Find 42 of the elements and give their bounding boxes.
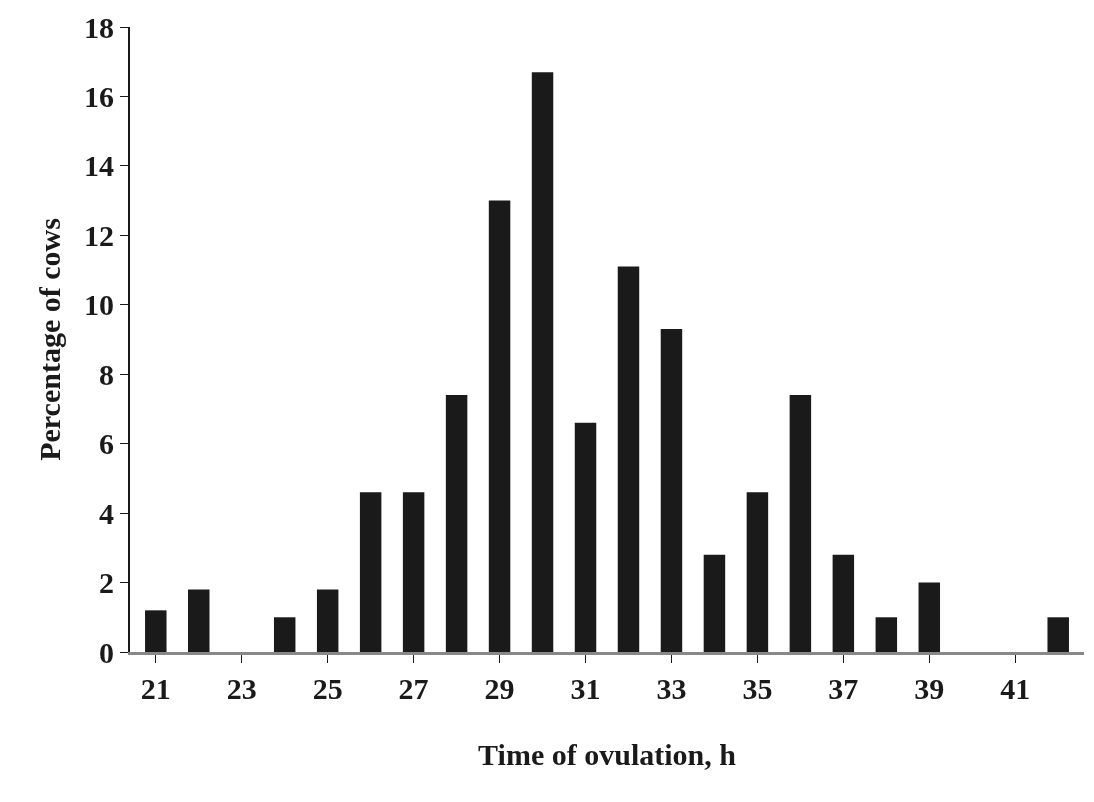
x-tick-label: 41 <box>1000 672 1031 705</box>
y-tick-label: 10 <box>84 288 114 322</box>
bar <box>660 329 683 652</box>
bar <box>918 582 941 652</box>
bar <box>316 589 339 652</box>
bar <box>1047 617 1069 652</box>
bar <box>789 395 812 652</box>
x-tick-label: 27 <box>398 672 429 705</box>
y-tick-label: 14 <box>84 149 114 183</box>
y-tick-label: 8 <box>99 357 114 391</box>
bar <box>875 617 898 652</box>
bar <box>574 422 597 652</box>
bar <box>359 492 382 652</box>
bar <box>832 554 855 652</box>
bar <box>746 492 769 652</box>
bar <box>402 492 425 652</box>
y-axis-title: Percentage of cows <box>32 218 66 461</box>
y-tick-label: 12 <box>84 218 114 252</box>
bar <box>188 589 210 652</box>
bar <box>145 610 167 652</box>
x-tick-label: 33 <box>656 672 687 705</box>
bar <box>273 617 296 652</box>
bar <box>703 554 726 652</box>
x-axis-title: Time of ovulation, h <box>478 737 737 771</box>
y-tick-label: 2 <box>99 566 114 600</box>
x-tick-label: 31 <box>570 672 601 705</box>
y-tick-label: 6 <box>99 427 114 461</box>
y-tick-label: 0 <box>99 635 114 669</box>
x-tick-label: 29 <box>484 672 515 705</box>
x-tick-label: 21 <box>140 672 171 705</box>
bar <box>617 266 640 652</box>
y-tick-label: 18 <box>84 10 114 44</box>
y-tick-label: 4 <box>99 496 114 530</box>
x-tick-label: 23 <box>226 672 257 705</box>
bar <box>445 395 468 652</box>
x-tick-label: 37 <box>828 672 859 705</box>
bar <box>488 200 511 652</box>
x-tick-label: 35 <box>742 672 773 705</box>
y-tick-label: 16 <box>84 79 114 113</box>
x-tick-label: 39 <box>914 672 945 705</box>
bar <box>531 72 554 652</box>
x-tick-label: 25 <box>312 672 343 705</box>
